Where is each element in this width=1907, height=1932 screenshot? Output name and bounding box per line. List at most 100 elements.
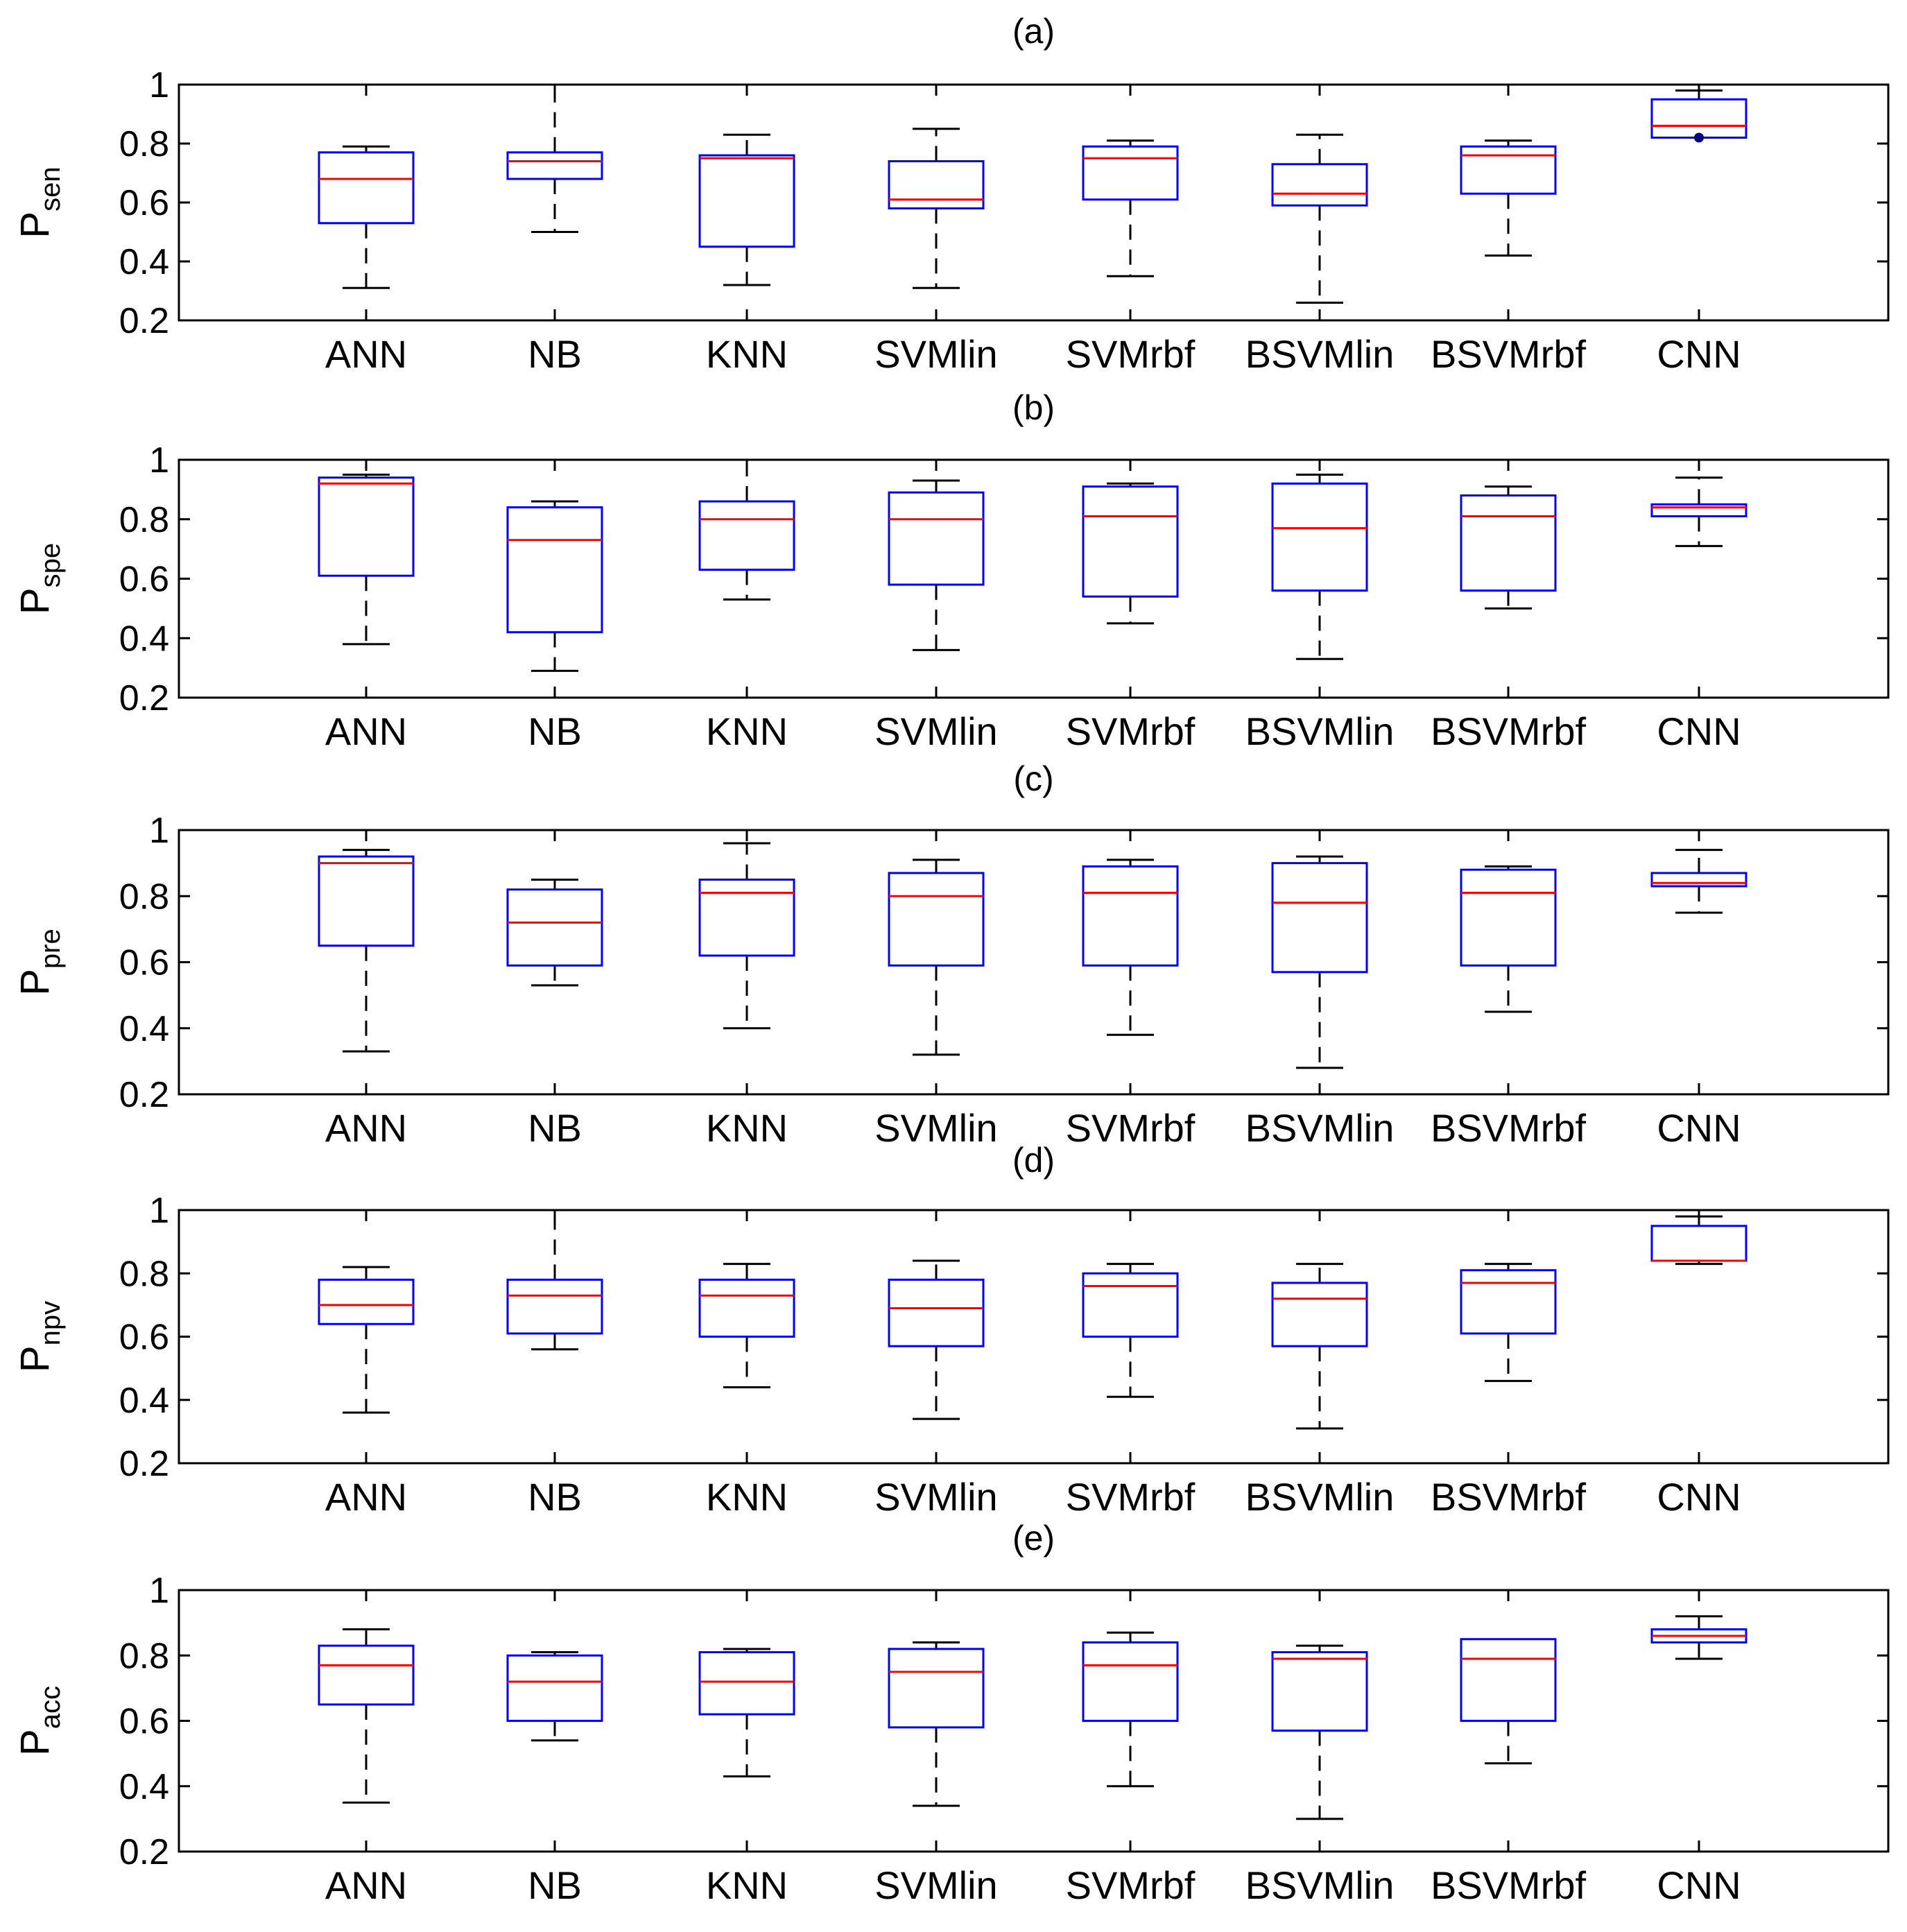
x-category-label: NB bbox=[528, 709, 582, 753]
x-category-label: SVMlin bbox=[874, 332, 997, 376]
box-iqr bbox=[698, 1651, 795, 1716]
box-BSVMrbf: BSVMrbf bbox=[1431, 1590, 1586, 1907]
box-NB: NB bbox=[506, 830, 603, 1150]
box-iqr bbox=[1082, 485, 1179, 598]
box-iqr bbox=[1082, 1272, 1179, 1338]
box-KNN: KNN bbox=[698, 1210, 795, 1519]
x-category-label: SVMlin bbox=[874, 709, 997, 753]
box-iqr bbox=[1460, 494, 1557, 592]
box-iqr bbox=[506, 151, 603, 180]
chart-panel-2: (c) 0.2 0.4 0.6 0.8 1 Ppre ANN NB KNN SVMlin SVMrbf… bbox=[12, 759, 1890, 1150]
chart-title: (b) bbox=[1012, 388, 1055, 427]
x-category-label: NB bbox=[528, 332, 582, 376]
box-iqr bbox=[1271, 163, 1368, 207]
x-category-label: BSVMrbf bbox=[1431, 332, 1586, 376]
y-axis-label-subscript: spe bbox=[35, 543, 66, 588]
y-tick-label: 0.6 bbox=[119, 560, 169, 600]
box-iqr bbox=[1271, 1282, 1368, 1347]
box-iqr bbox=[1460, 1638, 1557, 1722]
chart-panel-3: (d) 0.2 0.4 0.6 0.8 1 Pnpv ANN NB KNN SVMlin SVMrbf… bbox=[12, 1141, 1890, 1519]
x-category-label: SVMlin bbox=[874, 1475, 997, 1519]
x-category-label: NB bbox=[528, 1863, 582, 1907]
box-ANN: ANN bbox=[318, 830, 415, 1150]
plot-frame bbox=[178, 458, 1890, 699]
box-KNN: KNN bbox=[698, 458, 795, 753]
chart-title: (e) bbox=[1012, 1519, 1055, 1558]
chart-title: (c) bbox=[1013, 759, 1053, 798]
y-axis-label-subscript: npv bbox=[35, 1301, 66, 1346]
x-category-label: SVMlin bbox=[874, 1106, 997, 1150]
y-tick-label: 0.6 bbox=[119, 943, 169, 983]
box-SVMrbf: SVMrbf bbox=[1066, 1590, 1196, 1907]
box-iqr bbox=[506, 1654, 603, 1722]
x-category-label: BSVMlin bbox=[1245, 1475, 1395, 1519]
box-iqr bbox=[698, 878, 795, 957]
box-ANN: ANN bbox=[318, 85, 415, 376]
box-iqr bbox=[698, 1278, 795, 1338]
x-category-label: BSVMrbf bbox=[1431, 709, 1586, 753]
box-BSVMlin: BSVMlin bbox=[1245, 830, 1394, 1150]
x-category-label: ANN bbox=[325, 1475, 407, 1519]
x-category-label: KNN bbox=[706, 1106, 788, 1150]
x-category-label: SVMrbf bbox=[1066, 1475, 1196, 1519]
y-axis-label-main: P bbox=[12, 969, 58, 996]
box-iqr bbox=[1460, 145, 1557, 195]
box-BSVMrbf: BSVMrbf bbox=[1431, 830, 1586, 1150]
y-axis-label: Psen bbox=[12, 166, 66, 238]
box-iqr bbox=[1650, 503, 1748, 517]
box-ANN: ANN bbox=[318, 1590, 415, 1907]
box-iqr bbox=[506, 1278, 603, 1335]
x-category-label: ANN bbox=[325, 1106, 407, 1150]
x-category-label: NB bbox=[528, 1475, 582, 1519]
y-tick-label: 1 bbox=[149, 1571, 169, 1611]
box-NB: NB bbox=[506, 83, 603, 376]
x-category-label: BSVMlin bbox=[1245, 332, 1395, 376]
plot-frame bbox=[178, 1209, 1890, 1465]
box-NB: NB bbox=[506, 1209, 603, 1519]
box-CNN: CNN bbox=[1650, 85, 1748, 376]
box-iqr bbox=[506, 888, 603, 967]
box-iqr bbox=[698, 500, 795, 571]
box-BSVMrbf: BSVMrbf bbox=[1431, 1210, 1586, 1519]
box-CNN: CNN bbox=[1650, 830, 1748, 1150]
plot-frame bbox=[178, 829, 1890, 1096]
box-KNN: KNN bbox=[698, 830, 795, 1150]
y-tick-label: 1 bbox=[149, 1191, 169, 1231]
chart-panel-1: (b) 0.2 0.4 0.6 0.8 1 Pspe ANN NB KNN SVMlin SVMrbf… bbox=[12, 388, 1890, 753]
box-iqr bbox=[1082, 865, 1179, 967]
x-category-label: SVMrbf bbox=[1066, 1863, 1196, 1907]
box-CNN: CNN bbox=[1650, 1590, 1748, 1907]
x-category-label: CNN bbox=[1657, 1475, 1741, 1519]
box-NB: NB bbox=[506, 460, 603, 753]
y-tick-label: 0.8 bbox=[119, 1254, 169, 1294]
box-iqr bbox=[318, 151, 415, 225]
y-axis-label-subscript: pre bbox=[35, 929, 66, 969]
outlier-point bbox=[1694, 132, 1704, 143]
box-iqr bbox=[888, 491, 985, 586]
x-category-label: CNN bbox=[1657, 709, 1741, 753]
box-iqr bbox=[888, 1648, 985, 1729]
box-KNN: KNN bbox=[698, 85, 795, 376]
x-category-label: SVMrbf bbox=[1066, 332, 1196, 376]
x-category-label: SVMrbf bbox=[1066, 709, 1196, 753]
x-category-label: KNN bbox=[706, 332, 788, 376]
box-iqr bbox=[1271, 1651, 1368, 1732]
box-iqr bbox=[1650, 98, 1748, 139]
x-category-label: BSVMrbf bbox=[1431, 1475, 1586, 1519]
y-axis-label-main: P bbox=[12, 212, 58, 239]
x-category-label: KNN bbox=[706, 1863, 788, 1907]
y-tick-label: 0.4 bbox=[119, 1009, 169, 1049]
box-SVMrbf: SVMrbf bbox=[1066, 85, 1196, 376]
box-iqr bbox=[888, 1278, 985, 1347]
y-tick-label: 1 bbox=[149, 811, 169, 851]
box-iqr bbox=[1650, 872, 1748, 888]
box-KNN: KNN bbox=[698, 1590, 795, 1907]
box-ANN: ANN bbox=[318, 1210, 415, 1519]
box-iqr bbox=[318, 1278, 415, 1325]
box-iqr bbox=[1460, 868, 1557, 967]
y-tick-label: 0.8 bbox=[119, 500, 169, 540]
y-tick-label: 0.2 bbox=[119, 1075, 169, 1115]
y-axis-label-subscript: sen bbox=[35, 166, 66, 212]
y-axis-label-main: P bbox=[12, 1729, 58, 1756]
